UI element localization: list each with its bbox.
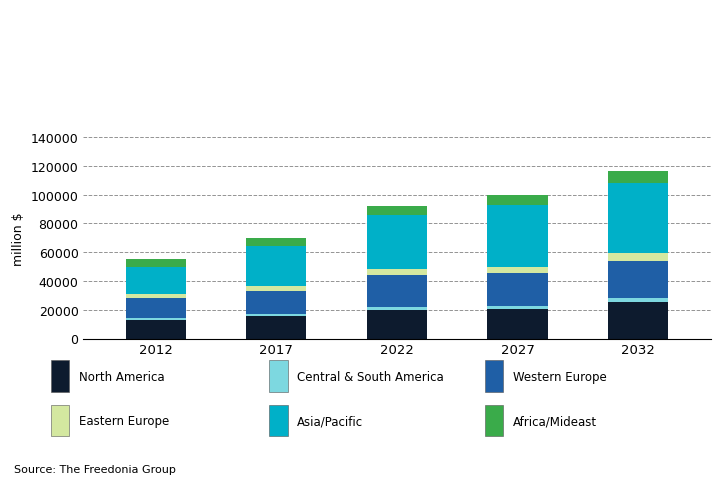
Text: Source: The Freedonia Group: Source: The Freedonia Group [14,464,176,474]
Text: Africa/Mideast: Africa/Mideast [513,414,597,427]
Text: Global Electronic Security Equipment Demand by Region,: Global Electronic Security Equipment Dem… [9,34,410,47]
Bar [125,267,186,294]
Bar [125,260,186,267]
Bar [608,302,668,339]
Bar [247,317,307,339]
Bar [487,267,547,273]
Bar [608,172,668,183]
Text: Freedonia: Freedonia [603,116,673,129]
Bar [487,205,547,267]
Text: (million dollars): (million dollars) [9,85,120,98]
Bar [608,299,668,302]
Text: Central & South America: Central & South America [297,370,444,383]
Text: North America: North America [79,370,165,383]
FancyBboxPatch shape [270,405,288,437]
Bar [247,246,307,287]
Bar [125,320,186,339]
Bar [487,273,547,306]
FancyBboxPatch shape [270,361,288,392]
Bar [247,287,307,291]
Bar [487,309,547,339]
Text: Western Europe: Western Europe [513,370,607,383]
Bar [487,196,547,205]
Text: 2012, 2017, 2022, 2027, & 2032: 2012, 2017, 2022, 2027, & 2032 [9,60,236,73]
Bar [608,254,668,261]
Bar [367,215,427,270]
Bar [367,307,427,310]
Bar [367,310,427,339]
Text: Figure 3-7.: Figure 3-7. [9,12,86,25]
Bar [367,276,427,307]
Bar [247,291,307,314]
Bar [125,318,186,320]
Text: Eastern Europe: Eastern Europe [79,414,169,427]
FancyBboxPatch shape [484,405,503,437]
Y-axis label: million $: million $ [12,212,25,265]
Bar [247,314,307,317]
Bar [247,239,307,246]
Bar [367,207,427,215]
Bar [125,294,186,298]
Bar [608,183,668,254]
FancyBboxPatch shape [484,361,503,392]
FancyBboxPatch shape [51,405,69,437]
Bar [125,298,186,318]
Bar [487,306,547,309]
Bar [367,270,427,276]
FancyBboxPatch shape [51,361,69,392]
Bar [608,261,668,299]
Text: Asia/Pacific: Asia/Pacific [297,414,363,427]
